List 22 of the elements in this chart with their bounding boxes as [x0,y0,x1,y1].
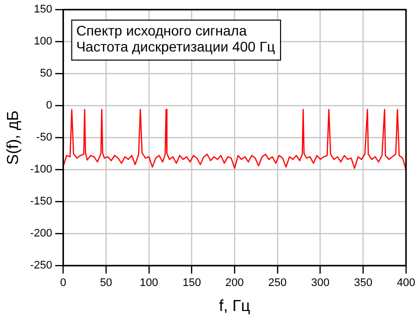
x-tick-label: 350 [354,277,372,290]
x-tick-label: 100 [140,277,158,290]
y-tick-label: -50 [36,132,52,144]
y-tick-label: -100 [30,164,52,176]
x-tick-label: 150 [182,277,201,290]
x-axis-title: f, Гц [219,298,250,315]
x-tick-label: 200 [225,277,244,290]
x-tick-label: 250 [268,277,287,290]
x-tick-label: 400 [396,277,416,290]
y-tick-label: -200 [30,228,52,240]
y-tick-label: -150 [30,196,52,208]
x-tick-label: 300 [311,277,330,290]
annotation: Частота дискретизации 400 Гц [76,38,276,54]
y-tick-label: -250 [30,260,52,272]
annotation: Спектр исходного сигнала [76,22,247,38]
y-tick-label: 50 [40,68,52,80]
y-tick-label: 150 [34,4,52,16]
x-tick-label: 0 [60,277,66,290]
x-tick-label: 50 [100,277,112,290]
y-tick-label: 0 [46,100,52,112]
y-tick-label: 100 [34,36,52,48]
y-axis-title: S(f), дБ [5,110,22,165]
